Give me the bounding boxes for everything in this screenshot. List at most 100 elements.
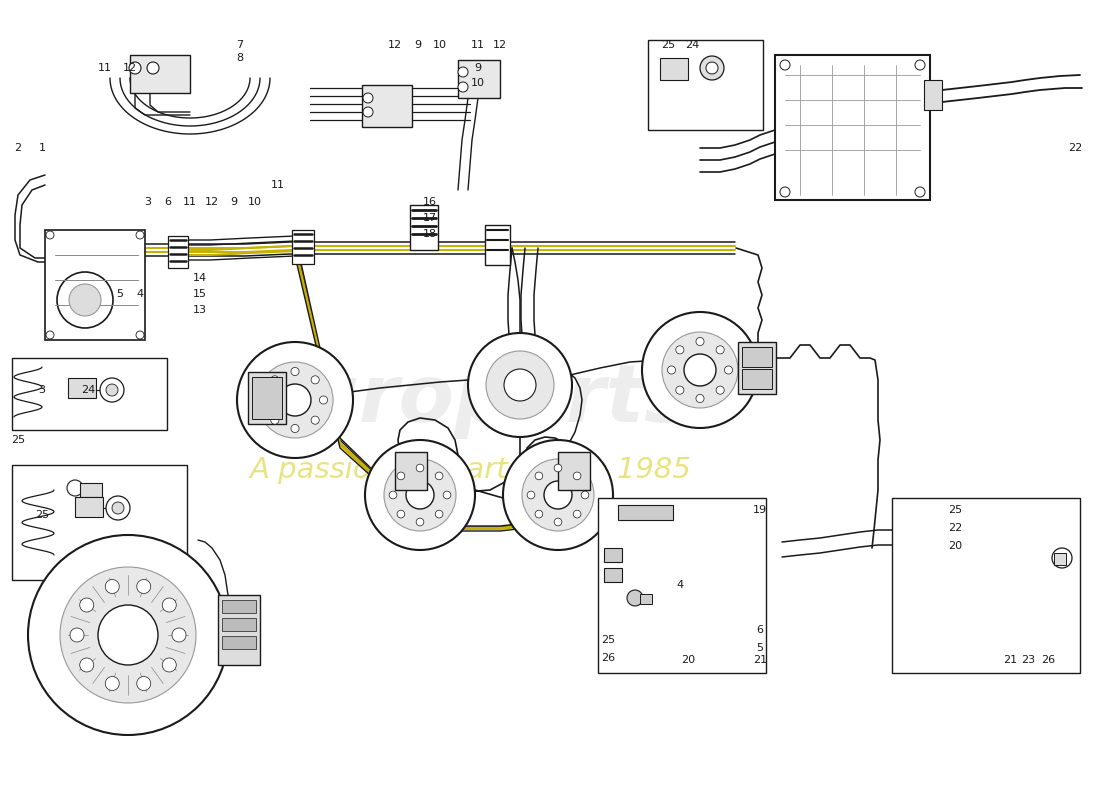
Circle shape xyxy=(100,378,124,402)
Text: 3: 3 xyxy=(144,197,152,207)
Circle shape xyxy=(780,60,790,70)
Circle shape xyxy=(716,346,724,354)
Circle shape xyxy=(389,491,397,499)
Bar xyxy=(218,595,260,665)
Text: 19: 19 xyxy=(752,505,767,515)
Bar xyxy=(924,80,942,110)
Bar xyxy=(12,465,187,580)
Circle shape xyxy=(106,496,130,520)
Circle shape xyxy=(319,396,328,404)
Text: 11: 11 xyxy=(183,197,197,207)
Text: 15: 15 xyxy=(192,289,207,299)
Text: 3: 3 xyxy=(39,385,45,395)
Circle shape xyxy=(311,416,319,424)
Text: 12: 12 xyxy=(388,40,403,50)
Bar xyxy=(75,497,103,517)
Circle shape xyxy=(554,518,562,526)
Text: 16: 16 xyxy=(424,197,437,207)
Circle shape xyxy=(443,491,451,499)
Bar xyxy=(292,230,313,264)
Text: 21: 21 xyxy=(1003,655,1018,665)
Text: 26: 26 xyxy=(601,653,615,663)
Circle shape xyxy=(915,187,925,197)
Text: 25: 25 xyxy=(601,635,615,645)
Circle shape xyxy=(129,62,141,74)
Bar xyxy=(222,636,256,649)
Circle shape xyxy=(696,338,704,346)
Circle shape xyxy=(147,62,160,74)
Circle shape xyxy=(725,366,733,374)
Circle shape xyxy=(458,67,468,77)
Text: 22: 22 xyxy=(948,523,962,533)
Circle shape xyxy=(436,472,443,480)
Circle shape xyxy=(716,386,724,394)
Circle shape xyxy=(79,658,94,672)
Circle shape xyxy=(544,481,572,509)
Bar xyxy=(776,55,930,200)
Circle shape xyxy=(46,331,54,339)
Text: 6: 6 xyxy=(757,625,763,635)
Circle shape xyxy=(535,510,542,518)
Circle shape xyxy=(504,369,536,401)
Circle shape xyxy=(675,346,684,354)
Bar xyxy=(604,548,622,562)
Circle shape xyxy=(468,333,572,437)
Bar xyxy=(485,225,510,265)
Circle shape xyxy=(416,518,424,526)
Circle shape xyxy=(28,535,228,735)
Text: 4: 4 xyxy=(136,289,144,299)
Bar xyxy=(410,205,438,250)
Circle shape xyxy=(136,677,151,690)
Circle shape xyxy=(79,598,94,612)
Bar xyxy=(362,85,412,127)
Circle shape xyxy=(573,472,581,480)
Circle shape xyxy=(486,351,554,419)
Text: 2: 2 xyxy=(14,143,22,153)
Text: 9: 9 xyxy=(230,197,238,207)
Circle shape xyxy=(263,396,271,404)
Bar xyxy=(640,594,652,604)
Circle shape xyxy=(98,605,158,665)
Bar xyxy=(892,498,1080,673)
Circle shape xyxy=(60,567,196,703)
Circle shape xyxy=(684,354,716,386)
Circle shape xyxy=(311,376,319,384)
Bar xyxy=(222,600,256,613)
Circle shape xyxy=(279,384,311,416)
Bar xyxy=(738,342,775,394)
Bar xyxy=(604,568,622,582)
Text: 11: 11 xyxy=(271,180,285,190)
Circle shape xyxy=(397,510,405,518)
Text: 17: 17 xyxy=(422,213,437,223)
Circle shape xyxy=(290,425,299,433)
Circle shape xyxy=(106,677,119,690)
Bar xyxy=(742,369,772,389)
Circle shape xyxy=(136,579,151,594)
Text: A passion for parts since 1985: A passion for parts since 1985 xyxy=(249,456,691,484)
Text: 11: 11 xyxy=(98,63,112,73)
Text: 24: 24 xyxy=(81,385,95,395)
Bar xyxy=(458,60,500,98)
Text: 11: 11 xyxy=(471,40,485,50)
Text: 18: 18 xyxy=(422,229,437,239)
Circle shape xyxy=(112,502,124,514)
Bar xyxy=(648,40,763,130)
Text: 24: 24 xyxy=(685,40,700,50)
Bar xyxy=(660,58,688,80)
Circle shape xyxy=(363,93,373,103)
Text: 22: 22 xyxy=(1068,143,1082,153)
Circle shape xyxy=(642,312,758,428)
Bar xyxy=(222,618,256,631)
Circle shape xyxy=(46,231,54,239)
Circle shape xyxy=(57,272,113,328)
Bar xyxy=(248,372,286,424)
Circle shape xyxy=(503,440,613,550)
Text: 6: 6 xyxy=(165,197,172,207)
Circle shape xyxy=(780,187,790,197)
Text: 5: 5 xyxy=(757,643,763,653)
Circle shape xyxy=(70,628,84,642)
Text: 14: 14 xyxy=(192,273,207,283)
Circle shape xyxy=(675,386,684,394)
Text: 26: 26 xyxy=(1041,655,1055,665)
Circle shape xyxy=(271,376,279,384)
